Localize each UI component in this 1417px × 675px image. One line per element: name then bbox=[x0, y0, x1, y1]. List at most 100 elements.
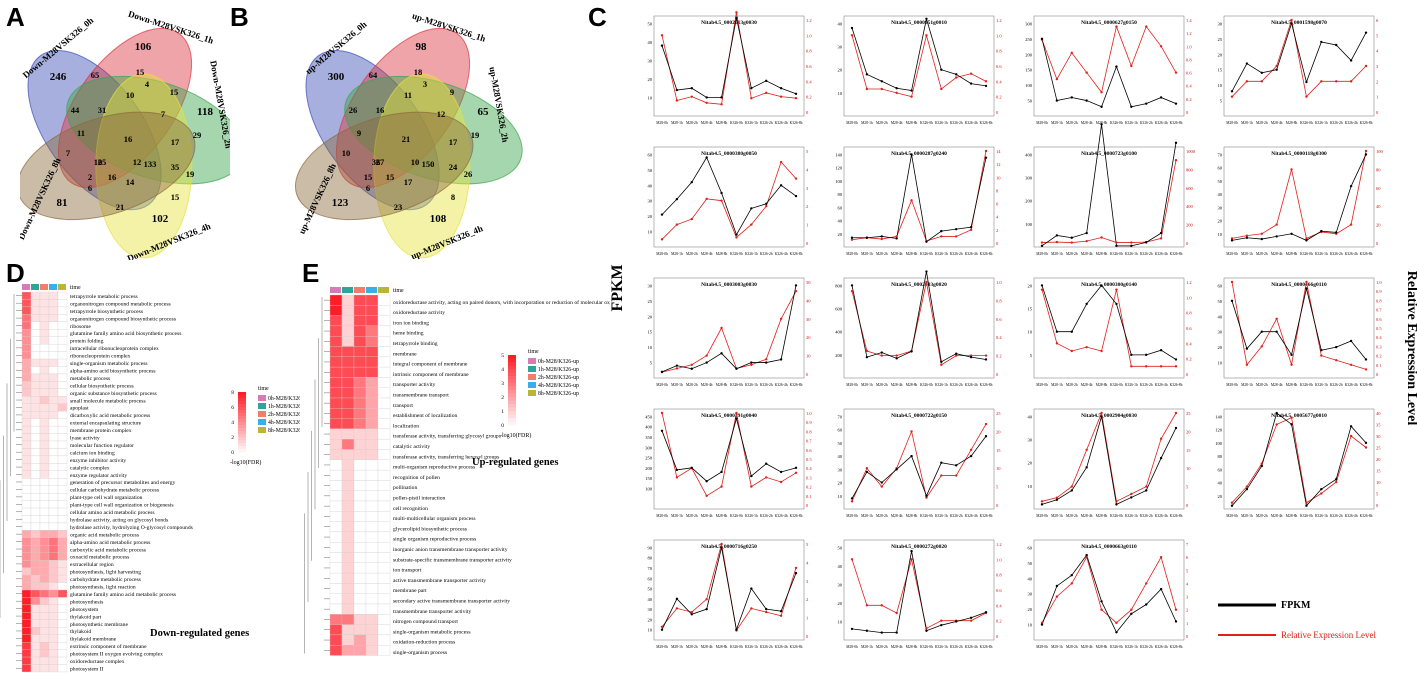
heatmap-cell bbox=[21, 448, 32, 457]
rel-point bbox=[1335, 359, 1338, 362]
color-scale-step bbox=[508, 365, 516, 370]
rel-point bbox=[940, 87, 943, 91]
y-tick-label: 20 bbox=[1218, 345, 1223, 350]
heatmap-cell bbox=[48, 604, 59, 613]
y2-tick-label: 7 bbox=[1186, 542, 1189, 547]
y-tick-label: 10 bbox=[1028, 330, 1033, 335]
y-tick-label: 20 bbox=[1218, 52, 1223, 57]
heatmap-cell bbox=[48, 463, 59, 471]
heatmap-cell bbox=[57, 396, 68, 404]
x-tick-label: M28-2h bbox=[1256, 252, 1268, 256]
x-tick-label: K326-0h bbox=[730, 383, 743, 387]
color-scale-step bbox=[508, 397, 516, 401]
fpkm-series-line bbox=[852, 154, 987, 243]
fpkm-series-line bbox=[1041, 124, 1177, 247]
rel-point bbox=[969, 72, 973, 75]
heatmap-cell bbox=[57, 336, 68, 345]
y2-tick-label: 1 bbox=[806, 223, 808, 228]
y2-tick-label: 1.0 bbox=[1186, 295, 1192, 300]
x-tick-label: K326-8h bbox=[1170, 514, 1183, 518]
rel-point bbox=[1055, 240, 1059, 244]
heatmap-row-label: calcium ion binding bbox=[70, 450, 115, 456]
fpkm-point bbox=[1055, 234, 1059, 237]
rel-point bbox=[1055, 595, 1059, 598]
fpkm-point bbox=[1115, 302, 1118, 306]
heatmap-cell bbox=[39, 515, 50, 524]
heatmap-cell bbox=[21, 329, 32, 337]
fpkm-point bbox=[1145, 102, 1148, 105]
scale-tick-label: 4 bbox=[501, 367, 504, 373]
venn-b-count: 24 bbox=[449, 162, 458, 172]
rel-point bbox=[969, 228, 973, 232]
y2-tick-label: 2 bbox=[1186, 608, 1188, 613]
chart-frame bbox=[653, 146, 805, 248]
fpkm-point bbox=[1055, 498, 1059, 501]
fpkm-point bbox=[1115, 631, 1118, 634]
x-tick-label: M28-1h bbox=[1051, 514, 1063, 518]
rel-point bbox=[750, 363, 753, 366]
heatmap-cell bbox=[377, 521, 391, 533]
fpkm-point bbox=[1159, 231, 1163, 235]
fpkm-point bbox=[720, 470, 723, 474]
venn-a-count: 15 bbox=[171, 192, 180, 202]
fpkm-point bbox=[940, 461, 943, 464]
heatmap-cell bbox=[21, 485, 32, 494]
venn-a-set-ellipse bbox=[57, 27, 193, 189]
heatmap-row-label: photosystem II oxygen evolving complex bbox=[70, 652, 163, 658]
fpkm-point bbox=[925, 270, 928, 273]
legend-swatch bbox=[528, 366, 536, 372]
rel-point bbox=[794, 97, 798, 100]
x-tick-label: M28-1h bbox=[861, 121, 873, 125]
y2-tick-label: 0 bbox=[996, 634, 999, 639]
x-tick-label: K326-4h bbox=[775, 252, 788, 256]
heatmap-cell bbox=[39, 433, 50, 442]
heatmap-cell bbox=[48, 656, 59, 665]
y2-tick-label: 20 bbox=[1186, 429, 1191, 434]
venn-b-count: 11 bbox=[404, 90, 412, 100]
y-tick-label: 30 bbox=[838, 45, 843, 50]
legend-label: 4h-M28/K326-up bbox=[538, 383, 579, 389]
x-tick-label: M28-4h bbox=[891, 252, 903, 256]
y2-tick-label: 0.2 bbox=[806, 485, 812, 490]
heatmap-cell bbox=[30, 574, 41, 583]
heatmap-cell bbox=[39, 627, 50, 635]
color-scale-step bbox=[508, 414, 516, 419]
heatmap-cell bbox=[21, 612, 32, 620]
venn-a-set-ellipse bbox=[66, 75, 230, 185]
heatmap-row-label: membrane part bbox=[393, 588, 427, 594]
rel-point bbox=[1174, 71, 1178, 74]
scale-label: -log10(FDR) bbox=[500, 432, 531, 439]
heatmap-cell bbox=[21, 440, 32, 449]
heatmap-cell bbox=[57, 358, 68, 367]
heatmap-row-label: transmembrane transporter activity bbox=[393, 609, 471, 615]
heatmap-cell bbox=[365, 521, 379, 533]
heatmap-row-label: generation of precursor metabolites and … bbox=[70, 479, 176, 486]
heatmap-cell bbox=[353, 480, 367, 491]
venn-b-set-ellipse bbox=[335, 27, 471, 189]
heatmap-row-label: extrinsic component of membrane bbox=[70, 643, 147, 650]
fpkm-point bbox=[794, 194, 798, 198]
venn-a-count: 21 bbox=[116, 202, 125, 212]
y2-tick-label: 25 bbox=[996, 411, 1001, 416]
heatmap-cell bbox=[57, 664, 68, 673]
fpkm-point bbox=[1100, 415, 1103, 418]
heatmap-row-label: molecular function regulator bbox=[70, 442, 134, 449]
fpkm-point bbox=[750, 587, 753, 590]
fpkm-point bbox=[690, 180, 693, 184]
fpkm-series-line bbox=[1041, 554, 1177, 634]
heatmap-cell bbox=[341, 521, 355, 533]
y2-tick-label: 0.7 bbox=[806, 439, 812, 444]
fpkm-point bbox=[1335, 478, 1338, 481]
heatmap-row-label: photosynthetic membrane bbox=[70, 622, 128, 628]
heatmap-cell bbox=[57, 366, 68, 375]
x-tick-label: K326-0h bbox=[920, 252, 933, 256]
heatmap-row-label: tetrapyrrole biosynthetic process bbox=[70, 309, 143, 315]
y-tick-label: 10 bbox=[838, 494, 843, 499]
heatmap-row-label: single-organism metabolic process bbox=[393, 629, 471, 635]
rel-point bbox=[1145, 365, 1148, 368]
heatmap-cell bbox=[329, 511, 343, 522]
heatmap-cell bbox=[30, 641, 41, 650]
heatmap-row-label: alpha-amino acid biosynthetic process bbox=[70, 368, 156, 374]
heatmap-row-label: oxidoreductase activity, acting on paire… bbox=[393, 299, 610, 306]
fpkm-series-line bbox=[1231, 288, 1367, 360]
